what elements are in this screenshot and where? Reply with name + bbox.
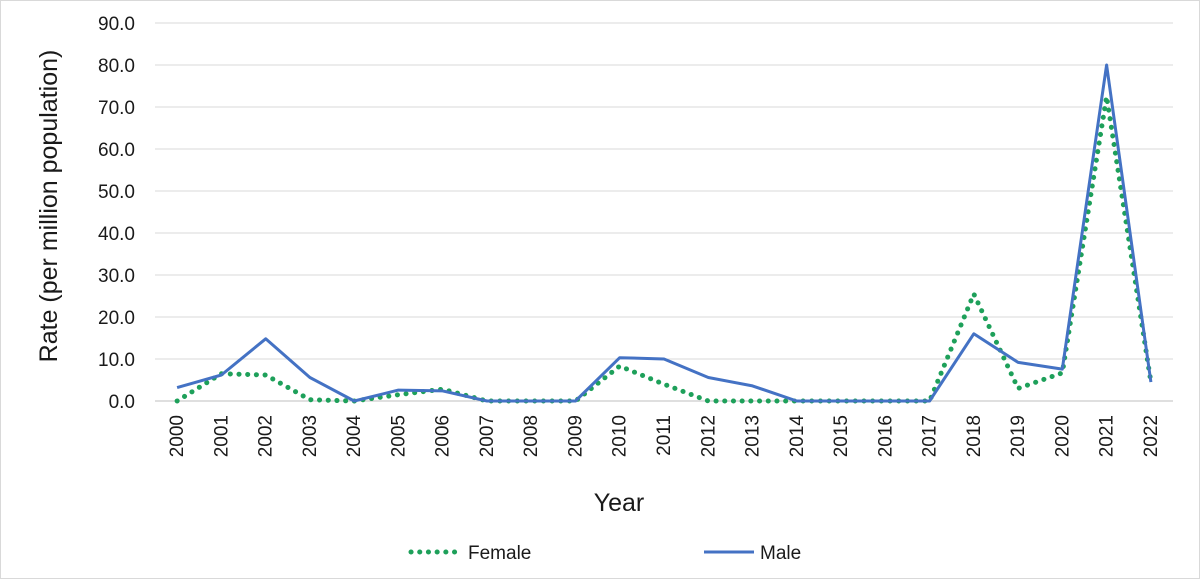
- x-tick-label: 2015: [831, 415, 852, 457]
- x-tick-label: 2003: [300, 415, 321, 457]
- x-tick-label: 2009: [565, 415, 586, 457]
- x-tick-label: 2004: [344, 415, 365, 458]
- legend-label-female: Female: [468, 543, 531, 564]
- y-tick-label: 60.0: [98, 140, 135, 161]
- legend: Female Male: [411, 543, 801, 564]
- x-tick-label: 2000: [167, 415, 188, 457]
- y-axis-ticks: 0.0 10.0 20.0 30.0 40.0 50.0 60.0 70.0 80.0 90.0: [98, 14, 135, 413]
- x-tick-label: 2014: [787, 415, 808, 458]
- x-tick-label: 2007: [477, 415, 498, 457]
- x-tick-label: 2017: [920, 415, 941, 457]
- legend-label-male: Male: [760, 543, 801, 564]
- x-tick-label: 2021: [1097, 415, 1118, 457]
- x-tick-label: 2006: [433, 415, 454, 457]
- x-tick-label: 2022: [1141, 415, 1162, 457]
- y-tick-label: 40.0: [98, 224, 135, 245]
- x-tick-label: 2008: [521, 415, 542, 457]
- y-tick-label: 30.0: [98, 266, 135, 287]
- x-tick-label: 2019: [1008, 415, 1029, 457]
- x-axis-title: Year: [594, 489, 645, 517]
- y-tick-label: 90.0: [98, 14, 135, 35]
- x-tick-label: 2020: [1052, 415, 1073, 457]
- x-tick-label: 2018: [964, 415, 985, 457]
- y-axis-title: Rate (per million population): [35, 50, 63, 363]
- y-tick-label: 10.0: [98, 350, 135, 371]
- y-tick-label: 0.0: [109, 392, 135, 413]
- x-tick-label: 2001: [211, 415, 232, 457]
- x-tick-label: 2013: [743, 415, 764, 457]
- x-axis-ticks: 2000 2001 2002 2003 2004 2005 2006 2007 2008 2009…: [167, 415, 1162, 458]
- y-tick-label: 70.0: [98, 98, 135, 119]
- x-tick-label: 2011: [654, 415, 675, 456]
- gridlines: [155, 23, 1173, 401]
- y-tick-label: 80.0: [98, 56, 135, 77]
- y-tick-label: 50.0: [98, 182, 135, 203]
- x-tick-label: 2012: [698, 415, 719, 457]
- x-tick-label: 2016: [875, 415, 896, 457]
- x-tick-label: 2002: [256, 415, 277, 457]
- y-tick-label: 20.0: [98, 308, 135, 329]
- x-tick-label: 2005: [388, 415, 409, 457]
- x-tick-label: 2010: [610, 415, 631, 457]
